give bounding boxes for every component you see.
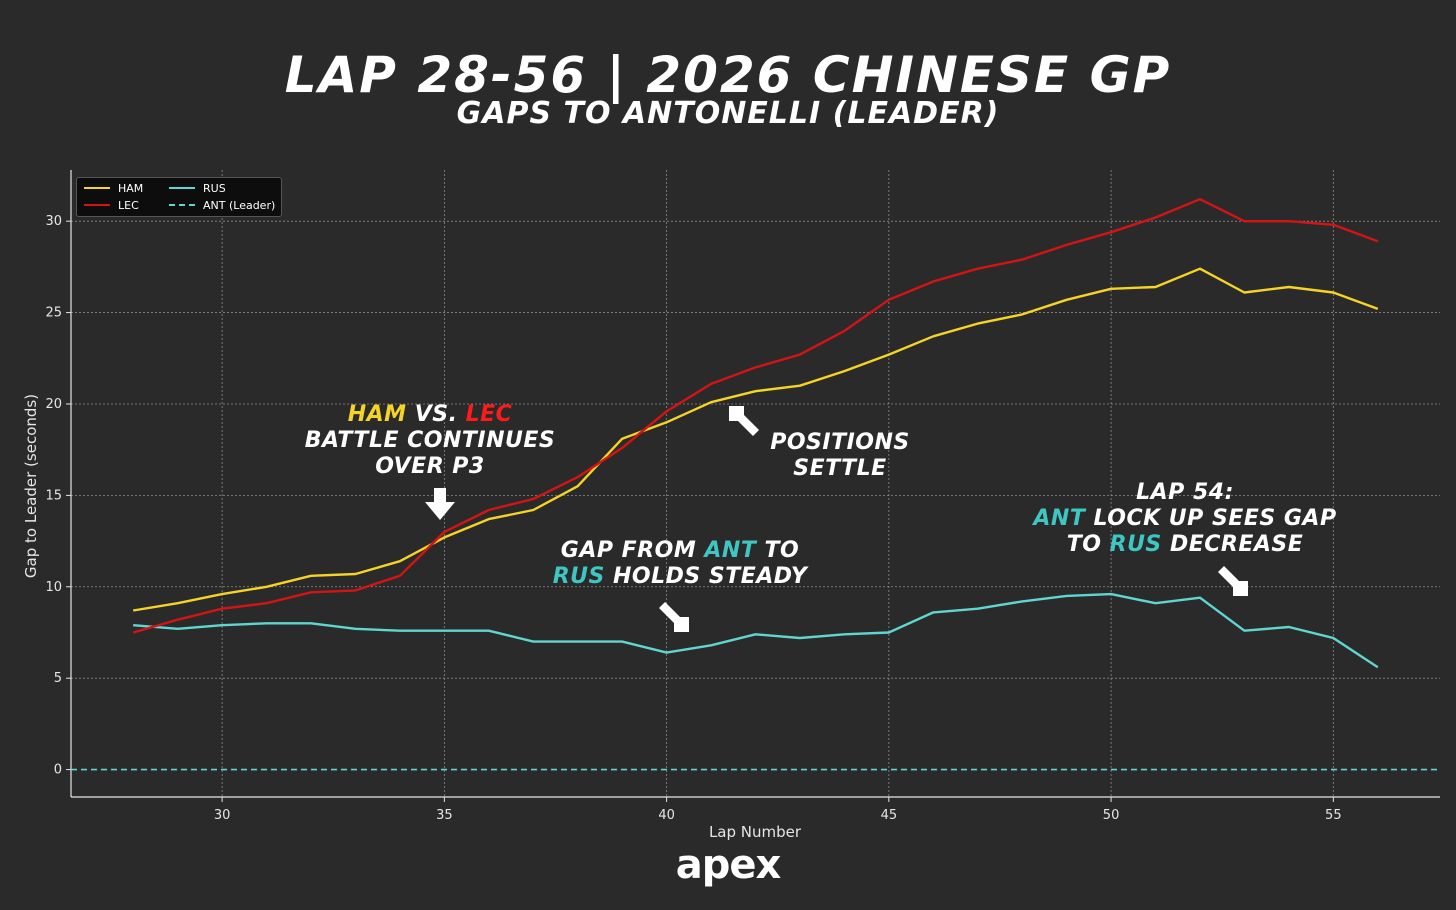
legend-label-lec: LEC — [118, 198, 139, 212]
legend-label-ham: HAM — [118, 181, 144, 195]
axes-layer: 30 35 40 45 50 55 0 5 10 15 20 25 30 — [45, 170, 1440, 823]
annotation-lockup-line2: ANT LOCK UP SEES GAP — [1010, 506, 1360, 532]
annotation-steady-line1: GAP FROM ANT TO — [530, 538, 830, 564]
y-tick-label: 5 — [54, 671, 62, 686]
legend-swatch-rus — [169, 187, 195, 189]
x-tick-label: 40 — [658, 808, 675, 823]
annotation-lap54-lockup: LAP 54: ANT LOCK UP SEES GAP TO RUS DECR… — [1010, 480, 1360, 558]
y-tick-label: 0 — [54, 763, 62, 778]
annotation-steady-line2: RUS HOLDS STEADY — [530, 564, 830, 590]
x-tick-label: 50 — [1103, 808, 1120, 823]
legend-swatch-lec — [84, 204, 110, 206]
annotation-steady-to: TO — [756, 538, 800, 563]
legend-item-lec: LEC — [84, 198, 139, 212]
y-tick-label: 20 — [45, 397, 62, 412]
x-tick-label: 30 — [214, 808, 231, 823]
y-tick-label: 10 — [45, 580, 62, 595]
y-axis-label: Gap to Leader (seconds) — [22, 394, 40, 578]
legend-label-ant: ANT (Leader) — [203, 198, 276, 212]
legend-item-rus: RUS — [169, 181, 226, 195]
annotation-ham-vs-lec-line2: BATTLE CONTINUES — [304, 428, 556, 453]
annotation-gap-steady: GAP FROM ANT TO RUS HOLDS STEADY — [530, 538, 830, 590]
series-line-ham — [133, 267, 1379, 612]
annotation-ham-tag: HAM — [347, 402, 407, 427]
chart-title: LAP 28-56 | 2026 CHINESE GP — [284, 46, 1172, 104]
annotation-steady-suffix: HOLDS STEADY — [604, 564, 808, 589]
legend-label-rus: RUS — [203, 181, 226, 195]
x-axis-label: Lap Number — [709, 823, 802, 841]
annotation-settle-line2: SETTLE — [793, 456, 887, 481]
x-tick-label: 35 — [436, 808, 453, 823]
arrow-up-left-icon — [729, 406, 759, 436]
legend: HAM LEC RUS ANT (Leader) — [76, 177, 282, 217]
annotation-rus-tag: RUS — [552, 564, 605, 589]
y-tick-label: 25 — [45, 306, 62, 321]
legend-swatch-ant — [169, 204, 195, 206]
y-tick-label: 30 — [45, 214, 62, 229]
series-layer — [71, 197, 1440, 771]
annotation-positions-settle: POSITIONS SETTLE — [750, 430, 930, 482]
annotation-ant-tag: ANT — [704, 538, 757, 563]
annotation-lockup-rus-tag: RUS — [1109, 532, 1162, 557]
arrow-down-icon — [425, 488, 455, 520]
arrow-down-right-icon — [659, 602, 689, 632]
legend-item-ham: HAM — [84, 181, 143, 195]
annotation-lockup-text: LOCK UP SEES GAP — [1085, 506, 1337, 531]
series-line-rus — [133, 592, 1379, 669]
x-tick-label: 55 — [1325, 808, 1342, 823]
arrow-down-right-icon — [1218, 566, 1248, 596]
annotation-ham-vs-lec-line3: OVER P3 — [375, 454, 485, 479]
annotation-ham-vs-lec-line1: HAM VS. LEC — [290, 402, 570, 428]
annotation-lockup-to: TO — [1066, 532, 1110, 557]
annotation-lockup-line1: LAP 54: — [1136, 480, 1234, 505]
annotation-vs-text: VS. — [406, 402, 466, 427]
annotation-settle-line1: POSITIONS — [770, 430, 910, 455]
apex-logo: apex — [675, 842, 782, 888]
annotation-ham-vs-lec: HAM VS. LEC BATTLE CONTINUES OVER P3 — [290, 402, 570, 480]
annotation-steady-prefix: GAP FROM — [560, 538, 705, 563]
annotation-lockup-line3: TO RUS DECREASE — [1010, 532, 1360, 558]
legend-item-ant: ANT (Leader) — [169, 198, 275, 212]
annotation-lockup-decrease: DECREASE — [1161, 532, 1304, 557]
y-tick-label: 15 — [45, 488, 62, 503]
annotation-lec-tag: LEC — [465, 402, 513, 427]
chart-subtitle: GAPS TO ANTONELLI (LEADER) — [456, 96, 1000, 131]
series-line-lec — [132, 197, 1379, 634]
x-tick-label: 45 — [881, 808, 898, 823]
annotation-lockup-ant-tag: ANT — [1033, 506, 1086, 531]
legend-swatch-ham — [84, 187, 110, 189]
grid-layer — [71, 170, 1440, 797]
